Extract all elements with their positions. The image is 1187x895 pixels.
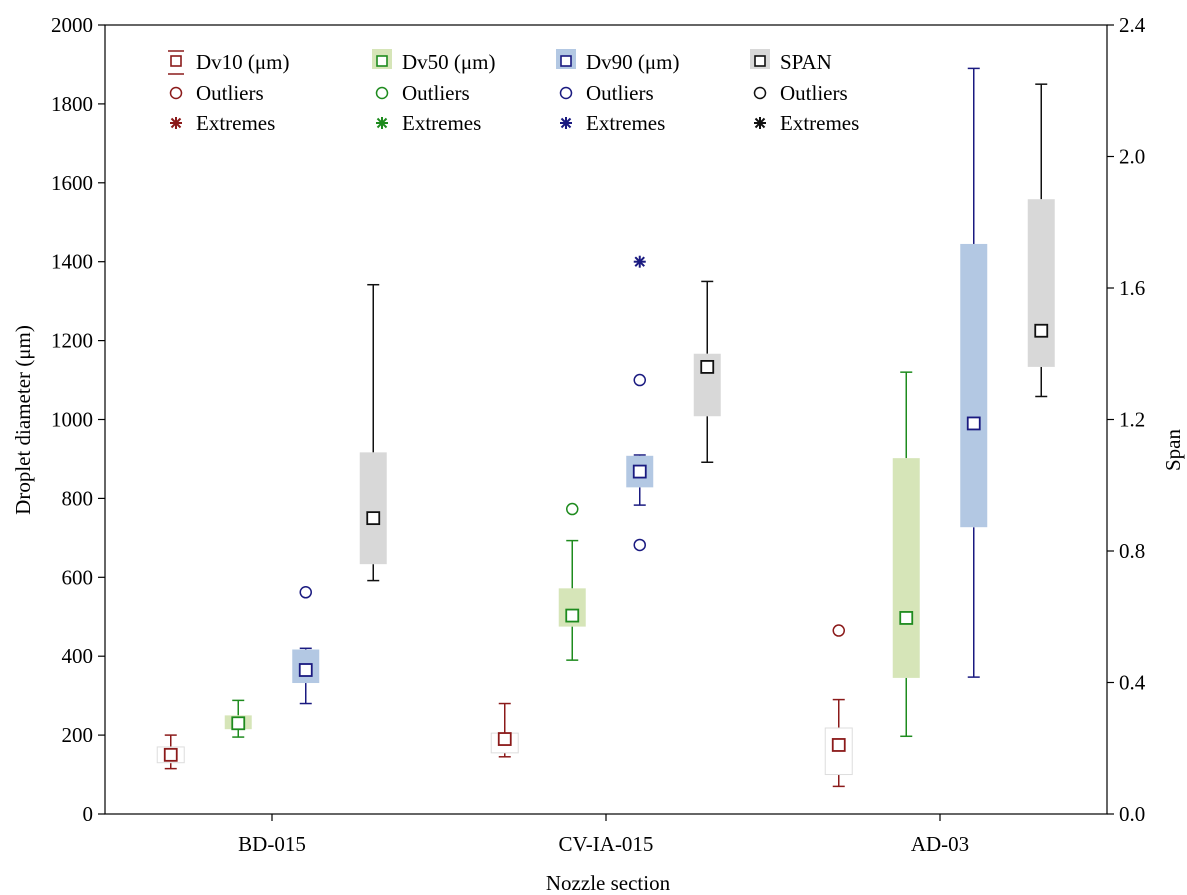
legend-extremes-label: Extremes xyxy=(780,111,859,135)
left-y-tick-label: 400 xyxy=(62,644,94,668)
interquartile-box xyxy=(1027,199,1055,367)
left-y-axis-title: Droplet diameter (μm) xyxy=(11,325,35,515)
box-dv90m-ad-03 xyxy=(960,67,988,678)
box-dv10m-ad-03 xyxy=(824,624,853,788)
legend-outliers-label: Outliers xyxy=(196,81,264,105)
legend-extremes-label: Extremes xyxy=(402,111,481,135)
box-groups xyxy=(156,67,1055,788)
box-dv90m-cv-ia-015 xyxy=(626,255,654,552)
legend-entry-0: Dv10 (μm) Outliers Extremes xyxy=(168,50,290,135)
right-y-tick-label: 0.8 xyxy=(1119,539,1145,563)
right-y-tick-label: 1.2 xyxy=(1119,408,1145,432)
left-y-tick-label: 1400 xyxy=(51,250,93,274)
box-dv50m-bd-015 xyxy=(224,699,252,738)
legend-extremes-label: Extremes xyxy=(586,111,665,135)
legend-median-marker xyxy=(754,55,766,67)
median-marker xyxy=(231,716,246,731)
median-marker xyxy=(700,359,715,374)
left-y-tick-label: 800 xyxy=(62,486,94,510)
median-marker xyxy=(298,663,313,677)
left-y-tick-label: 0 xyxy=(83,802,94,826)
box-dv50m-ad-03 xyxy=(892,371,920,738)
extreme-point xyxy=(633,255,646,268)
x-axis-title: Nozzle section xyxy=(546,871,671,895)
left-y-tick-label: 1600 xyxy=(51,171,93,195)
legend-series-name: Dv50 (μm) xyxy=(402,50,496,74)
interquartile-box xyxy=(960,243,988,528)
interquartile-box xyxy=(892,458,920,678)
left-y-tick-label: 200 xyxy=(62,723,94,747)
legend-extreme-stroke xyxy=(560,117,572,129)
box-span-cv-ia-015 xyxy=(693,280,721,463)
median-marker xyxy=(366,511,381,526)
median-marker xyxy=(1034,323,1049,338)
box-dv10m-cv-ia-015 xyxy=(490,702,519,758)
right-y-tick-label: 1.6 xyxy=(1119,276,1145,300)
legend-extreme-stroke xyxy=(170,117,182,129)
median-marker xyxy=(163,747,178,762)
plot-border xyxy=(104,24,1108,815)
legend: Dv10 (μm) Outliers Extremes Dv50 (μm) Outlie… xyxy=(168,49,859,135)
legend-outliers-label: Outliers xyxy=(586,81,654,105)
legend-outliers-label: Outliers xyxy=(402,81,470,105)
box-dv90m-bd-015 xyxy=(292,586,320,705)
plot-frame xyxy=(104,24,1108,815)
legend-extreme-stroke xyxy=(376,117,388,129)
outlier-point xyxy=(299,586,312,599)
outlier-point xyxy=(566,502,579,516)
legend-extreme-stroke xyxy=(754,117,766,129)
left-y-tick-label: 600 xyxy=(62,565,94,589)
legend-series-name: Dv10 (μm) xyxy=(196,50,290,74)
extreme-stroke xyxy=(634,256,645,267)
median-marker xyxy=(497,732,512,746)
right-y-tick-label: 2.4 xyxy=(1119,13,1146,37)
left-y-tick-label: 1800 xyxy=(51,92,93,116)
legend-outlier-marker xyxy=(559,86,573,100)
left-y-axis: 0 200 400 600 800 1000 1200 1400 1600 1800 2000 xyxy=(51,13,105,826)
right-y-tick-label: 0.0 xyxy=(1119,802,1145,826)
right-y-axis: 0.0 0.4 0.8 1.2 1.6 2.0 2.4 xyxy=(1107,13,1146,826)
x-tick-label: BD-015 xyxy=(238,832,306,856)
left-y-tick-label: 1200 xyxy=(51,329,93,353)
median-marker xyxy=(565,608,580,623)
box-span-ad-03 xyxy=(1027,83,1055,398)
legend-median-marker xyxy=(560,55,572,67)
legend-entry-1: Dv50 (μm) Outliers Extremes xyxy=(372,49,496,135)
legend-series-name: Dv90 (μm) xyxy=(586,50,680,74)
x-tick-label: CV-IA-015 xyxy=(559,832,654,856)
left-y-tick-label: 2000 xyxy=(51,13,93,37)
box-dv50m-cv-ia-015 xyxy=(558,502,586,661)
left-y-tick-label: 1000 xyxy=(51,408,93,432)
interquartile-box xyxy=(359,452,387,565)
legend-entry-2: Dv90 (μm) Outliers Extremes xyxy=(556,49,680,135)
legend-extremes-label: Extremes xyxy=(196,111,275,135)
median-marker xyxy=(899,611,914,625)
outlier-point xyxy=(633,373,646,387)
x-tick-label: AD-03 xyxy=(911,832,969,856)
legend-outlier-marker xyxy=(169,86,183,100)
median-marker xyxy=(966,416,981,431)
legend-entry-3: SPAN Outliers Extremes xyxy=(750,49,859,135)
legend-outlier-marker xyxy=(375,86,389,100)
box-dv10m-bd-015 xyxy=(156,734,185,770)
outlier-point xyxy=(832,624,845,637)
box-span-bd-015 xyxy=(359,283,387,582)
legend-outliers-label: Outliers xyxy=(780,81,848,105)
legend-outlier-marker xyxy=(753,86,767,100)
right-y-tick-label: 0.4 xyxy=(1119,671,1146,695)
median-marker xyxy=(831,738,846,752)
median-marker xyxy=(632,464,647,479)
right-y-axis-title: Span xyxy=(1161,429,1185,472)
legend-median-marker xyxy=(170,55,182,67)
legend-median-marker xyxy=(376,55,388,67)
right-y-tick-label: 2.0 xyxy=(1119,145,1145,169)
legend-series-name: SPAN xyxy=(780,50,832,74)
x-axis: BD-015 CV-IA-015 AD-03 xyxy=(238,814,969,856)
outlier-point xyxy=(633,538,646,552)
